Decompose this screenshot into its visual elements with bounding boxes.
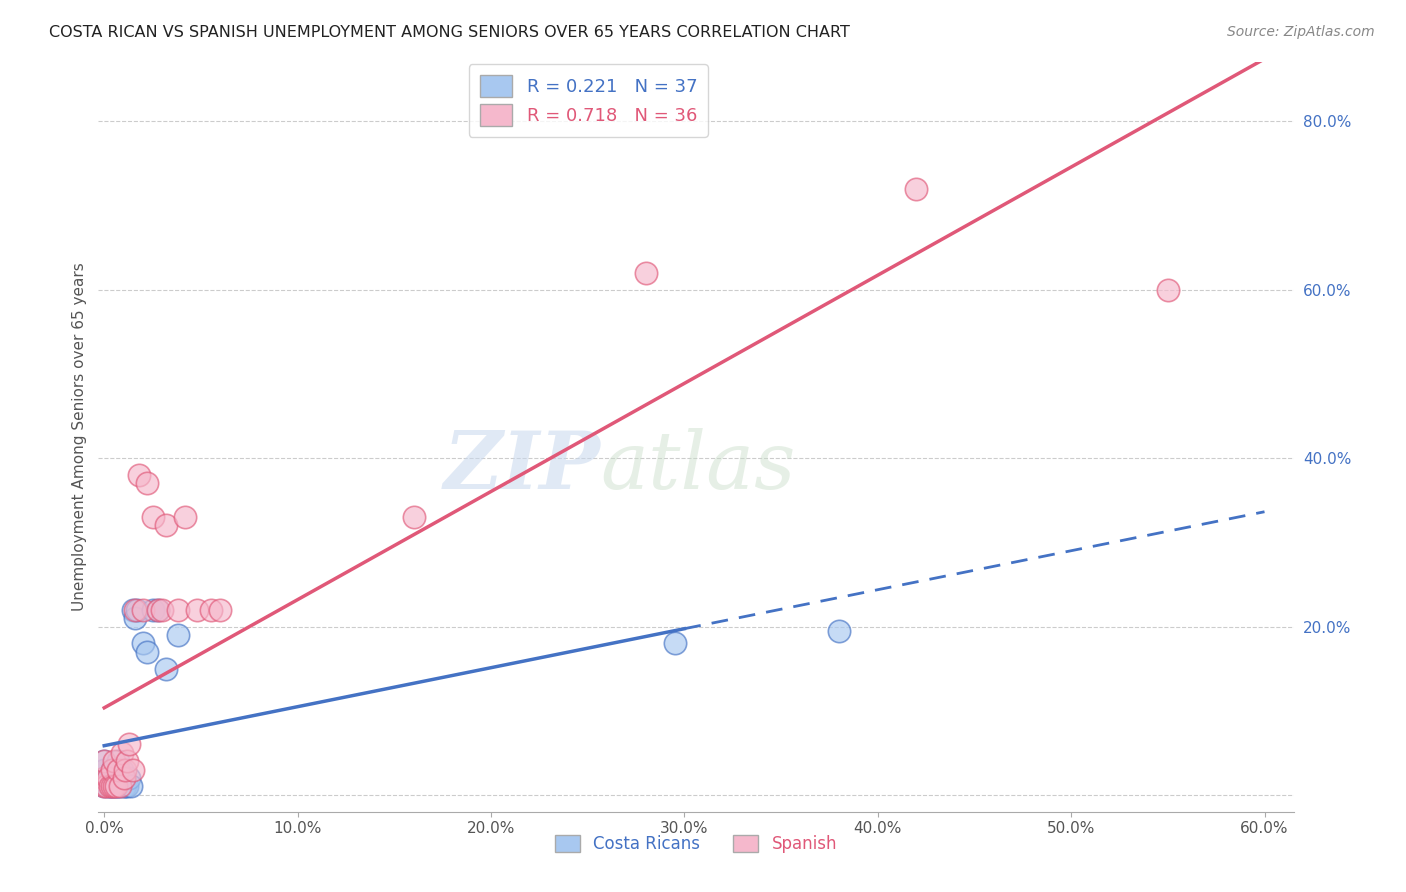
Point [118,737,141,751]
Point [166,602,188,616]
Point [166,628,188,642]
Point [97,780,120,794]
Point [98,780,121,794]
Point [93,780,115,794]
Point [200,602,222,616]
Point [128,467,150,482]
Point [114,780,136,794]
Point [1157,283,1180,297]
Point [135,645,157,659]
Point [111,763,134,777]
Point [122,602,145,616]
Point [104,780,127,794]
Point [209,602,232,616]
Point [103,763,125,777]
Point [664,636,686,650]
Point [101,780,124,794]
Point [107,754,129,768]
Point [97,771,120,785]
Point [93,754,115,768]
Point [122,763,145,777]
Point [124,611,146,625]
Point [108,780,131,794]
Point [97,771,120,785]
Point [111,746,134,760]
Point [124,602,146,616]
Legend: Costa Ricans, Spanish: Costa Ricans, Spanish [548,828,844,860]
Point [117,754,139,768]
Point [127,602,149,616]
Point [150,602,173,616]
Point [103,780,125,794]
Point [104,780,127,794]
Point [93,780,115,794]
Point [132,602,155,616]
Point [114,763,136,777]
Point [103,780,125,794]
Point [107,763,129,777]
Point [112,780,135,794]
Point [103,754,125,768]
Point [142,510,165,524]
Point [101,763,124,777]
Point [101,780,124,794]
Point [142,602,165,616]
Point [148,602,170,616]
Point [828,624,851,638]
Point [108,780,131,794]
Point [93,771,115,785]
Text: COSTA RICAN VS SPANISH UNEMPLOYMENT AMONG SENIORS OVER 65 YEARS CORRELATION CHAR: COSTA RICAN VS SPANISH UNEMPLOYMENT AMON… [49,25,851,40]
Point [98,771,121,785]
Point [905,182,928,196]
Point [634,266,657,280]
Y-axis label: Unemployment Among Seniors over 65 years: Unemployment Among Seniors over 65 years [72,263,87,611]
Point [112,771,135,785]
Point [118,771,141,785]
Point [108,771,131,785]
Point [93,771,115,785]
Text: ZIP: ZIP [443,428,600,506]
Point [132,636,155,650]
Point [98,780,121,794]
Point [186,602,208,616]
Point [148,602,170,616]
Point [155,518,177,533]
Point [93,754,115,768]
Point [107,780,129,794]
Point [120,780,142,794]
Point [155,662,177,676]
Point [104,763,127,777]
Point [96,780,118,794]
Point [101,763,124,777]
Point [112,771,135,785]
Point [174,510,197,524]
Point [117,780,139,794]
Point [135,476,157,491]
Text: atlas: atlas [600,428,796,506]
Point [93,763,115,777]
Point [402,510,425,524]
Point [103,771,125,785]
Text: Source: ZipAtlas.com: Source: ZipAtlas.com [1227,25,1375,39]
